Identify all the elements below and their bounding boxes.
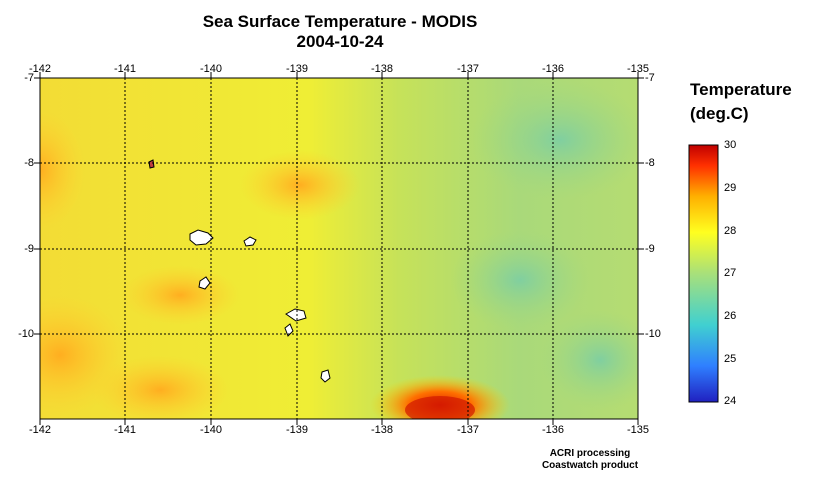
- y-tick-left: -8: [24, 157, 34, 169]
- x-tick-top: -142: [28, 63, 52, 75]
- x-tick-bottom: -140: [199, 424, 223, 436]
- legend-units: (deg.C): [690, 104, 749, 123]
- x-tick-bottom: -136: [541, 424, 565, 436]
- map-subtitle: 2004-10-24: [296, 32, 384, 51]
- x-tick-bottom: -138: [370, 424, 394, 436]
- sst-field: [40, 78, 638, 419]
- y-tick-right: -8: [645, 157, 655, 169]
- x-tick-bottom: -142: [28, 424, 52, 436]
- colorbar-label: 28: [724, 225, 737, 237]
- colorbar: [688, 144, 719, 403]
- colorbar-label: 27: [724, 267, 737, 279]
- x-tick-top: -141: [113, 63, 137, 75]
- islands: [148, 159, 331, 383]
- x-tick-bottom: -135: [626, 424, 650, 436]
- map-ticks: [34, 72, 644, 425]
- colorbar-label: 25: [724, 353, 737, 365]
- y-tick-left: -9: [24, 243, 34, 255]
- map-title: Sea Surface Temperature - MODIS: [202, 12, 478, 31]
- x-tick-top: -140: [199, 63, 223, 75]
- map-grid: [40, 78, 638, 419]
- colorbar-label: 24: [724, 395, 737, 407]
- credit-processing: ACRI processing: [549, 448, 631, 459]
- colorbar-label: 26: [724, 310, 737, 322]
- credit-product: Coastwatch product: [541, 460, 639, 471]
- y-tick-left: -10: [18, 328, 34, 340]
- x-tick-bottom: -141: [113, 424, 137, 436]
- y-tick-left: -7: [24, 72, 34, 84]
- colorbar-label: 30: [724, 139, 737, 151]
- x-tick-top: -139: [285, 63, 309, 75]
- x-tick-top: -138: [370, 63, 394, 75]
- x-tick-top: -137: [456, 63, 480, 75]
- y-tick-right: -9: [645, 243, 655, 255]
- y-tick-right: -7: [645, 72, 655, 84]
- x-tick-top: -135: [626, 63, 650, 75]
- y-tick-right: -10: [645, 328, 661, 340]
- legend-title: Temperature: [690, 80, 792, 99]
- colorbar-label: 29: [724, 182, 737, 194]
- x-tick-top: -136: [541, 63, 565, 75]
- x-tick-bottom: -139: [285, 424, 309, 436]
- x-tick-bottom: -137: [456, 424, 480, 436]
